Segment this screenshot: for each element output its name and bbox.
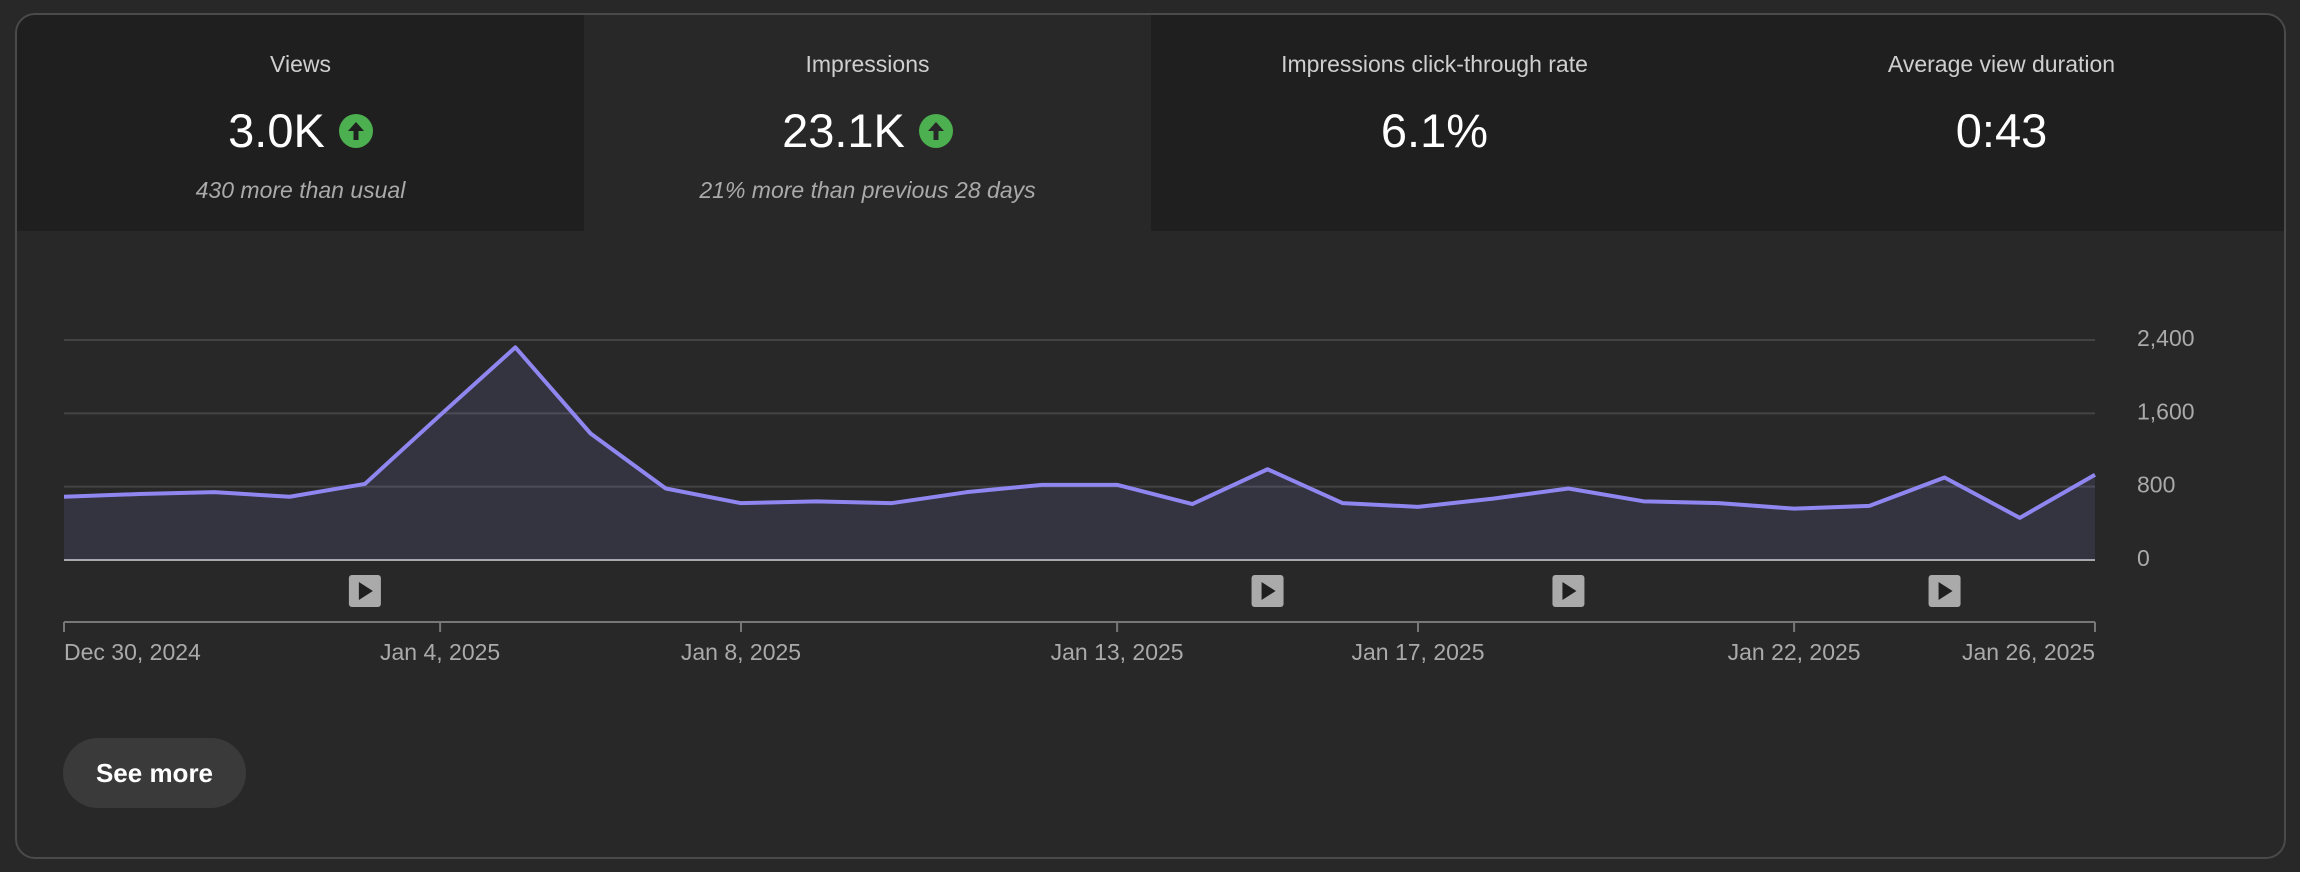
video-marker-play	[1562, 582, 1577, 600]
metric-value: 3.0K	[228, 104, 325, 157]
up-icon	[338, 113, 373, 148]
metric-value: 6.1%	[1380, 104, 1489, 157]
metric-value-row: 6.1%	[1151, 103, 1718, 158]
video-marker-play	[358, 582, 373, 600]
up-icon	[918, 113, 953, 148]
metric-label: Impressions	[805, 51, 930, 77]
y-tick-label: 1,600	[2137, 398, 2195, 424]
metric-tab[interactable]: Average view duration 0:43	[1718, 15, 2284, 231]
area	[64, 347, 2095, 560]
x-tick-label: Dec 30, 2024	[64, 639, 201, 665]
metric-tab[interactable]: Views 3.0K 430 more than usual	[17, 15, 586, 231]
analytics-card: Views 3.0K 430 more than usual Impressio…	[15, 13, 2286, 859]
x-tick-label: Jan 26, 2025	[1962, 639, 2095, 665]
video-marker-play	[1938, 582, 1953, 600]
x-tick-label: Jan 17, 2025	[1351, 639, 1484, 665]
x-tick-label: Jan 8, 2025	[681, 639, 801, 665]
y-tick-label: 800	[2137, 472, 2175, 498]
line	[63, 345, 2096, 520]
metric-value: 0:43	[1955, 104, 2048, 157]
metric-tab[interactable]: Impressions click-through rate 6.1%	[1151, 15, 1720, 231]
x-tick-label: Jan 13, 2025	[1051, 639, 1184, 665]
metric-label: Average view duration	[1887, 51, 2116, 77]
see-more-button[interactable]: See more	[63, 738, 246, 808]
metric-value: 23.1K	[782, 104, 905, 157]
metric-tab[interactable]: Impressions 23.1K 21% more than previous…	[584, 15, 1153, 231]
metric-value-row: 3.0K	[17, 103, 584, 158]
metric-note: 430 more than usual	[195, 177, 406, 203]
metric-note: 21% more than previous 28 days	[699, 177, 1036, 203]
x-tick-label: Jan 22, 2025	[1728, 639, 1861, 665]
metric-label: Views	[270, 51, 331, 77]
y-tick-label: 2,400	[2137, 325, 2195, 351]
metric-value-row: 0:43	[1718, 103, 2284, 158]
y-tick-label: 0	[2137, 545, 2150, 571]
metric-label: Impressions click-through rate	[1281, 51, 1588, 77]
x-tick-label: Jan 4, 2025	[380, 639, 500, 665]
metric-value-row: 23.1K	[584, 103, 1151, 158]
video-marker-play	[1261, 582, 1276, 600]
